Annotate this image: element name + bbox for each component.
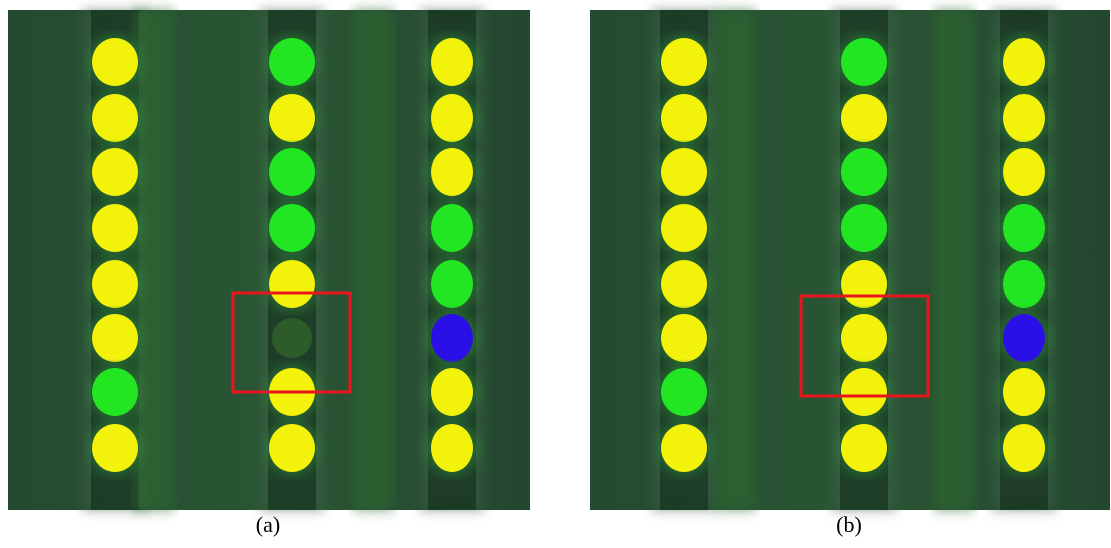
crop-band — [716, 10, 756, 510]
figure: (a) (b) — [0, 0, 1111, 548]
crop-band — [134, 10, 174, 510]
tree-crown — [661, 94, 707, 142]
panel-label: (a) — [256, 512, 280, 537]
tree-crown — [269, 204, 315, 252]
tree-crown — [1003, 204, 1045, 252]
tree-crown — [431, 204, 473, 252]
tree-crown — [431, 368, 473, 416]
tree-crown — [92, 94, 138, 142]
tree-crown — [661, 204, 707, 252]
tree-crown — [841, 424, 887, 472]
tree-crown — [431, 94, 473, 142]
tree-crown — [1003, 260, 1045, 308]
tree-crown — [92, 204, 138, 252]
tree-crown — [431, 260, 473, 308]
tree-crown — [92, 314, 138, 362]
tree-crown — [841, 314, 887, 362]
tree-crown — [1003, 148, 1045, 196]
tree-crown — [661, 424, 707, 472]
tree-crown — [431, 424, 473, 472]
tree-crown — [92, 260, 138, 308]
tree-crown — [661, 368, 707, 416]
tree-crown — [1003, 368, 1045, 416]
tree-crown — [92, 38, 138, 86]
tree-crown — [269, 38, 315, 86]
page: (a) (b) (() => { const data = JSON.parse… — [0, 0, 1111, 548]
crop-band — [934, 10, 974, 510]
tree-crown — [269, 148, 315, 196]
crop-band — [353, 10, 393, 510]
tree-crown — [269, 94, 315, 142]
tree-crown — [431, 148, 473, 196]
panel-b — [590, 10, 1110, 510]
tree-crown — [92, 368, 138, 416]
tree-crown-dark — [272, 318, 312, 358]
tree-crown — [92, 424, 138, 472]
tree-crown — [1003, 38, 1045, 86]
tree-crown — [269, 260, 315, 308]
tree-crown — [841, 260, 887, 308]
tree-crown — [661, 38, 707, 86]
tree-crown — [431, 314, 473, 362]
panel-a — [8, 10, 530, 510]
tree-crown — [1003, 94, 1045, 142]
tree-crown — [661, 314, 707, 362]
tree-crown — [1003, 424, 1045, 472]
tree-crown — [661, 148, 707, 196]
tree-crown — [841, 94, 887, 142]
tree-crown — [841, 204, 887, 252]
tree-crown — [841, 38, 887, 86]
tree-crown — [1003, 314, 1045, 362]
tree-crown — [841, 368, 887, 416]
tree-crown — [269, 424, 315, 472]
tree-crown — [661, 260, 707, 308]
tree-crown — [92, 148, 138, 196]
panel-label: (b) — [836, 512, 862, 537]
tree-crown — [841, 148, 887, 196]
tree-crown — [431, 38, 473, 86]
